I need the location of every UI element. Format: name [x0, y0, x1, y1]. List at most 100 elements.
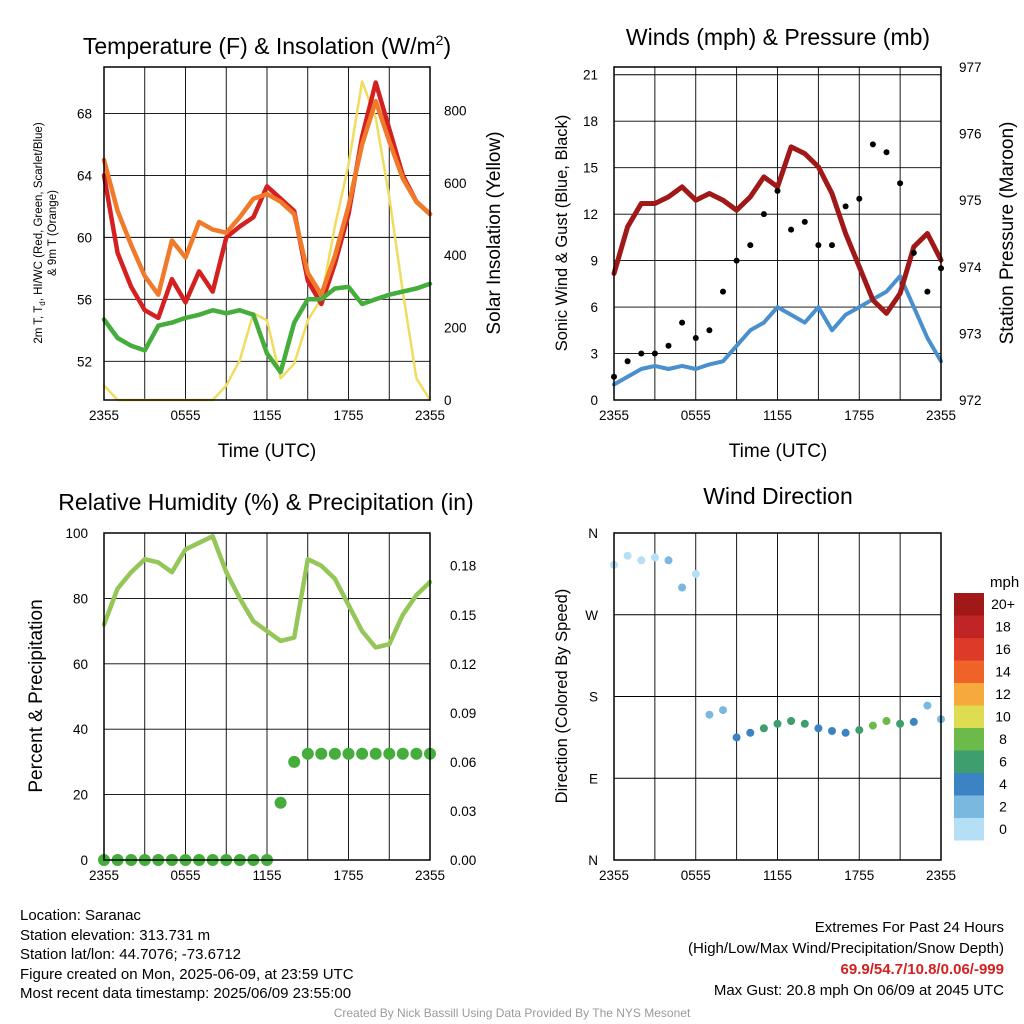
- 9m-t-line: [101, 98, 433, 297]
- colorbar-swatch: [954, 593, 984, 616]
- colorbar-swatch: [954, 818, 984, 841]
- right-tick-label: 976: [959, 127, 982, 142]
- humidity-chart-title: Relative Humidity (%) & Precipitation (i…: [58, 489, 473, 515]
- colorbar-tick-label: 12: [995, 686, 1011, 702]
- right-tick-label: 400: [444, 248, 467, 263]
- x-tick-label: 1755: [333, 868, 363, 883]
- y-tick-label: E: [589, 771, 598, 786]
- colorbar-swatch: [954, 728, 984, 751]
- elevation-text: Station elevation: 313.731 m: [20, 926, 211, 944]
- wind-direction-point: [841, 728, 850, 737]
- y-tick-label: 21: [583, 68, 598, 83]
- precipitation-point: [301, 747, 314, 760]
- gust-point: [679, 319, 686, 326]
- right-tick-label: 600: [444, 176, 467, 191]
- winds-series: [611, 141, 944, 387]
- precipitation-point: [369, 747, 382, 760]
- wind-direction-point: [719, 706, 727, 715]
- right-tick-label: 977: [959, 60, 982, 75]
- wind-speed-colorbar: 20+ 18 16 14 12 10 8 6 4 2 0: [954, 593, 1015, 841]
- y-tick-label: 20: [73, 788, 88, 803]
- wind-direction-point: [800, 719, 809, 728]
- colorbar-tick-label: 0: [999, 821, 1007, 837]
- precipitation-point: [396, 747, 409, 760]
- y-tick-label: N: [588, 853, 598, 868]
- y-tick-label: 60: [77, 230, 92, 245]
- gust-point: [883, 149, 890, 156]
- x-tick-label: 1755: [333, 408, 363, 423]
- winds-tick-labels: 2355 0555 1155 1755 235503691215182197297397…: [583, 60, 982, 423]
- gust-point: [692, 335, 699, 341]
- gust-point: [815, 242, 822, 249]
- extremes-block: Extremes For Past 24 Hours (High/Low/Max…: [688, 917, 1004, 1001]
- right-tick-label: 975: [959, 193, 982, 208]
- latlon-text: Station lat/lon: 44.7076; -73.6712: [20, 946, 242, 963]
- wind-direction-point: [814, 724, 823, 733]
- precipitation-point: [288, 755, 301, 768]
- x-tick-label: 2355: [599, 408, 629, 423]
- temperature-tick-labels: 2355 0555 1155 1755 2355 52 56 60 64 68 0 200 400 600…: [77, 103, 467, 423]
- x-tick-label: 0555: [681, 868, 711, 883]
- temperature-chart-title: Temperature (F) & Insolation (W/m2): [83, 32, 451, 59]
- winds-grid: [614, 67, 941, 400]
- wind-direction-point: [896, 719, 905, 728]
- x-tick-label: 1155: [763, 868, 792, 883]
- x-tick-label: 1755: [844, 868, 874, 883]
- right-tick-label: 800: [444, 103, 467, 118]
- right-tick-label: 0.00: [450, 853, 476, 868]
- y-tick-label: 40: [73, 722, 88, 737]
- x-tick-label: 2355: [599, 868, 629, 883]
- wind-direction-point: [759, 724, 768, 733]
- winds-plot-frame: [613, 66, 942, 401]
- humidity-plot-frame: [103, 532, 431, 861]
- wind-direction-point: [664, 556, 673, 565]
- colorbar-swatch: [954, 773, 984, 796]
- gust-point: [638, 350, 645, 357]
- wind-direction-point: [828, 727, 836, 735]
- x-tick-label: 1155: [763, 408, 792, 423]
- max-gust-text: Max Gust: 20.8 mph On 06/09 at 2045 UTC: [713, 982, 1004, 999]
- right-tick-label: 0.03: [450, 804, 476, 819]
- winds-xlabel: Time (UTC): [729, 441, 828, 462]
- humidity-tick-labels: 2355 0555 1155 1755 23550204060801000.000.03…: [65, 526, 476, 883]
- extremes-values: 69.9/54.7/10.8/0.06/-999: [840, 961, 1004, 978]
- gust-point: [788, 226, 795, 233]
- x-tick-label: 1155: [252, 868, 281, 883]
- gust-point: [774, 187, 781, 194]
- colorbar-swatch: [954, 660, 984, 683]
- colorbar-swatch: [954, 750, 984, 773]
- wind-direction-plot-frame: [613, 532, 942, 861]
- gust-point: [720, 288, 726, 295]
- gust-point: [624, 358, 631, 365]
- y-tick-label: 56: [77, 292, 92, 307]
- credit-text: Created By Nick Bassill Using Data Provi…: [333, 1006, 691, 1020]
- colorbar-swatch: [954, 795, 984, 818]
- colorbar-tick-label: 8: [999, 731, 1007, 747]
- y-tick-label: 15: [583, 161, 598, 176]
- colorbar-tick-label: 16: [995, 641, 1011, 657]
- gust-point: [665, 342, 672, 349]
- x-tick-label: 2355: [926, 408, 956, 423]
- gust-point: [733, 257, 740, 264]
- right-tick-label: 0.06: [450, 755, 476, 770]
- location-text: Location: Saranac: [20, 907, 141, 924]
- temperature-xlabel: Time (UTC): [218, 441, 317, 462]
- wind-direction-point: [705, 710, 714, 719]
- y-tick-label: 100: [65, 526, 88, 541]
- temperature-panel: Temperature (F) & Insolation (W/m2) 2355…: [33, 32, 505, 462]
- wind-direction-point: [678, 583, 687, 592]
- x-tick-label: 0555: [170, 868, 200, 883]
- gust-point: [897, 180, 904, 187]
- precipitation-point: [410, 747, 423, 760]
- x-tick-label: 0555: [681, 408, 711, 423]
- precipitation-point: [328, 747, 341, 760]
- winds-chart-title: Winds (mph) & Pressure (mb): [626, 24, 930, 50]
- colorbar-tick-label: 4: [999, 776, 1007, 792]
- y-tick-label: 12: [583, 207, 598, 222]
- x-tick-label: 2355: [415, 408, 445, 423]
- wind-direction-point: [882, 717, 891, 725]
- gust-point: [760, 211, 767, 218]
- y-tick-label: W: [585, 608, 598, 623]
- gust-point: [842, 203, 849, 210]
- extremes-description: (High/Low/Max Wind/Precipitation/Snow De…: [688, 940, 1004, 957]
